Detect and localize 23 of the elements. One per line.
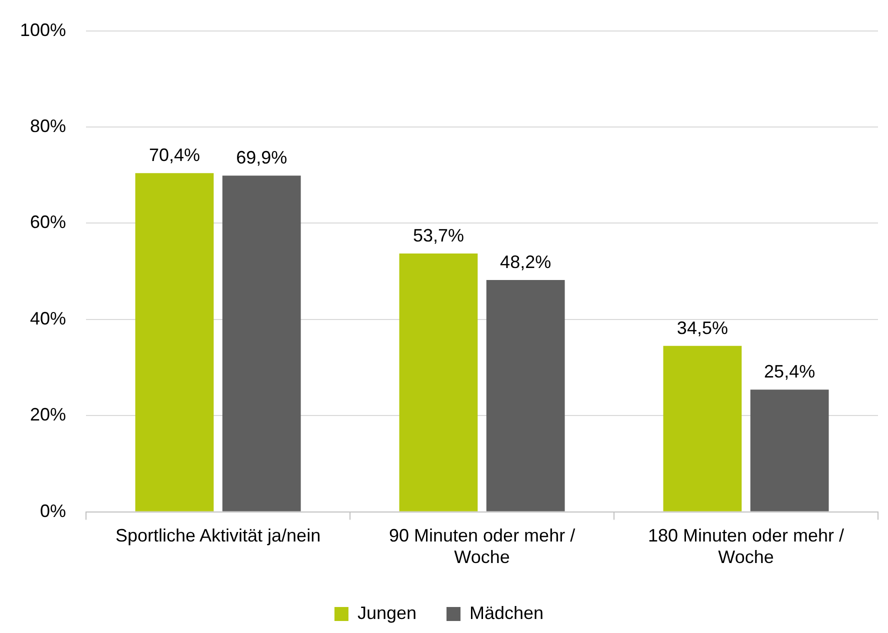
x-tick-label: 90 Minuten oder mehr / Woche xyxy=(388,526,576,568)
y-tick-label: 20% xyxy=(30,404,66,425)
bar xyxy=(135,173,214,512)
x-tick-label: Sportliche Aktivität ja/nein xyxy=(115,526,321,546)
legend-label: Jungen xyxy=(357,602,417,623)
data-label: 48,2% xyxy=(500,252,552,272)
bar xyxy=(750,390,829,512)
data-label: 53,7% xyxy=(412,225,464,246)
legend-label: Mädchen xyxy=(470,602,544,623)
x-tick-label: 180 Minuten oder mehr / Woche xyxy=(648,526,844,568)
y-tick-label: 100% xyxy=(20,20,66,40)
bar xyxy=(222,176,301,512)
y-tick-label: 0% xyxy=(40,500,66,521)
y-tick-label: 60% xyxy=(30,212,66,232)
y-tick-label: 80% xyxy=(30,116,66,136)
bar xyxy=(399,254,478,512)
data-label: 34,5% xyxy=(676,318,728,338)
bar xyxy=(663,346,742,512)
bar xyxy=(486,280,565,512)
data-label: 69,9% xyxy=(236,148,288,168)
y-tick-label: 40% xyxy=(30,308,66,328)
data-label: 25,4% xyxy=(764,362,816,382)
data-label: 70,4% xyxy=(148,145,200,166)
